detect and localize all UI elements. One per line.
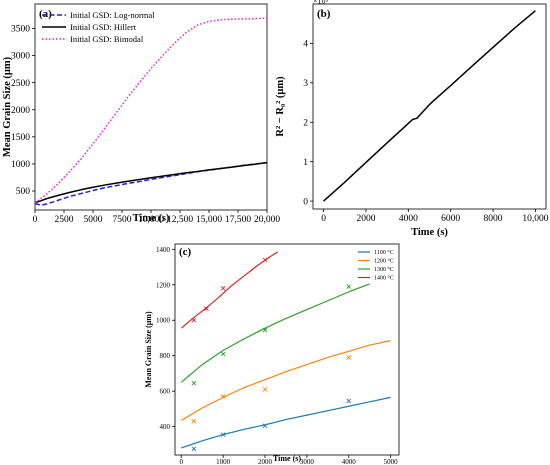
y-tick-label: 1400 — [156, 246, 171, 254]
data-point-marker — [262, 257, 268, 263]
data-point-marker — [346, 398, 352, 404]
data-point-marker — [220, 351, 226, 357]
series-line-1 — [180, 340, 391, 421]
panel-label: (c) — [179, 246, 192, 258]
x-tick-label: 2000 — [258, 458, 273, 465]
data-point-marker — [220, 286, 226, 291]
x-tick-label: 5000 — [84, 215, 103, 225]
x-tick-label: 4000 — [342, 458, 357, 465]
x-tick-label: 5000 — [384, 458, 399, 465]
x-tick-label: 12,500 — [167, 215, 193, 225]
series-line-0 — [181, 396, 391, 449]
y-axis-label: Mean Grain Size (μm) — [144, 311, 153, 388]
y-tick-label: 3000 — [11, 52, 30, 62]
data-point-marker — [191, 317, 197, 323]
x-tick-label: 10,000 — [522, 214, 548, 224]
y-tick-label: 1000 — [11, 160, 30, 170]
y-tick-label: 1000 — [156, 317, 171, 325]
x-tick-label: 10,000 — [138, 215, 164, 225]
x-axis-label: Time (s) — [133, 213, 170, 224]
x-tick-label: 0 — [180, 458, 184, 465]
x-axis-label: Time (s) — [273, 454, 301, 463]
x-tick-label: 1000 — [216, 458, 231, 465]
data-point-marker — [204, 306, 209, 312]
data-point-marker — [262, 387, 268, 392]
data-point-marker — [346, 284, 352, 289]
x-tick-label: 17,500 — [225, 215, 251, 225]
y-tick-label: 0 — [303, 197, 308, 207]
chart-panel-a: 0 2500 5000 7500 10,000 12,500 15,000 17,500 20,… — [2, 3, 280, 225]
x-tick-label: 7500 — [113, 215, 132, 225]
data-point-marker — [191, 446, 197, 452]
plot-frame — [312, 3, 547, 210]
series-line-2 — [34, 17, 268, 204]
y-tick-label: 4 — [303, 40, 308, 50]
legend-label: 1300 °C — [374, 266, 394, 273]
y-tick-label: 2000 — [11, 106, 30, 116]
plot-frame — [174, 243, 400, 456]
legend-label: Initial GSD: Log-normal — [70, 10, 155, 20]
x-axis-label: Time (s) — [411, 227, 448, 238]
x-tick-label: 0 — [321, 214, 326, 224]
data-point-marker — [220, 432, 226, 437]
series-line-3 — [180, 251, 278, 329]
data-point-marker — [262, 327, 268, 333]
x-tick-label: 6000 — [441, 214, 460, 224]
legend-label: 1400 °C — [374, 275, 394, 282]
panel-label: (a) — [39, 8, 52, 20]
data-point-marker — [346, 355, 352, 360]
series-line-0 — [34, 161, 268, 206]
legend-label: Initial GSD: Bimodal — [70, 34, 144, 44]
panel-label: (b) — [317, 8, 331, 20]
y-tick-label: 1500 — [11, 133, 30, 143]
y-tick-label: 1 — [303, 158, 308, 168]
legend: Initial GSD: Log-normal Initial GSD: Hill… — [42, 10, 155, 44]
x-tick-label: 15,000 — [196, 215, 222, 225]
y-tick-label: 1200 — [156, 281, 171, 289]
chart-panel-b: 0 2000 4000 6000 8000 10,000 0 1 2 3 4 Time (s) R² −… — [275, 0, 549, 238]
y-axis-label: R² − R₀² (μm) — [275, 76, 286, 137]
legend-label: Initial GSD: Hillert — [70, 22, 137, 32]
y-tick-label: 500 — [16, 187, 31, 197]
legend-label: 1100 °C — [374, 249, 394, 256]
data-point-marker — [262, 423, 268, 429]
y-tick-label: 600 — [160, 388, 171, 396]
y-tick-label: 800 — [160, 352, 171, 360]
y-tick-label: 3 — [303, 79, 308, 89]
series-line-1 — [34, 161, 268, 204]
y-tick-label: 2 — [303, 118, 308, 128]
y-tick-label: 2500 — [11, 79, 30, 89]
data-point-marker — [191, 380, 197, 386]
data-point-marker — [220, 394, 226, 399]
series-line-2 — [180, 283, 370, 383]
x-tick-label: 0 — [33, 215, 38, 225]
x-tick-label: 4000 — [399, 214, 418, 224]
chart-panel-c: 0 1000 2000 3000 4000 5000 400 600 800 1000 1200 14… — [144, 243, 400, 465]
x-tick-label: 8000 — [484, 214, 503, 224]
x-tick-label: 2500 — [55, 215, 74, 225]
x-tick-label: 20,000 — [254, 215, 280, 225]
y-axis-label: Mean Grain Size (μm) — [2, 56, 13, 157]
y-offset-text: ×10⁵ — [313, 0, 329, 6]
x-tick-label: 3000 — [300, 458, 315, 465]
series-line-0 — [323, 10, 536, 202]
x-tick-label: 2000 — [356, 214, 375, 224]
legend-label: 1200 °C — [374, 258, 394, 265]
y-tick-label: 3500 — [11, 25, 30, 35]
y-tick-label: 400 — [160, 423, 171, 431]
data-point-marker — [191, 418, 197, 424]
